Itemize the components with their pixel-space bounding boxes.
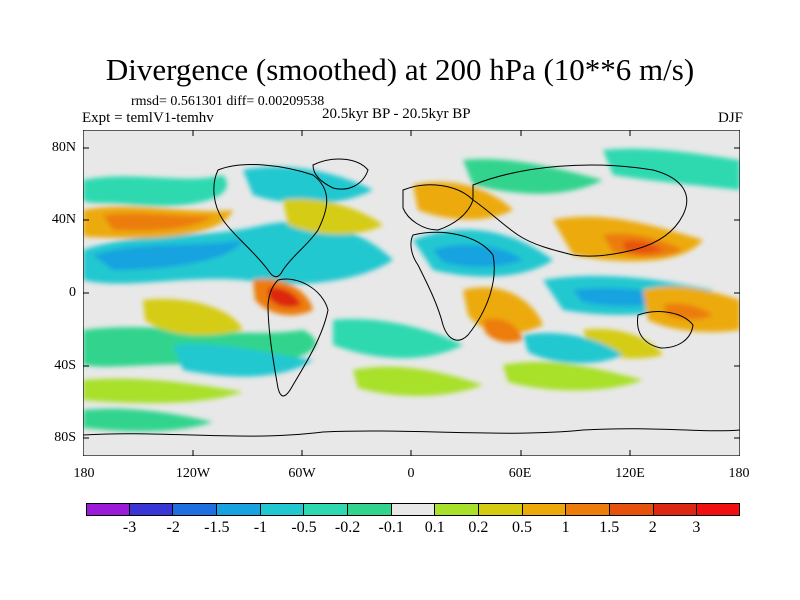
colorbar-label: 1.5 xyxy=(599,519,620,536)
lon-label: 120W xyxy=(175,466,211,481)
greenland-outline xyxy=(312,158,369,190)
colorbar-label: -0.5 xyxy=(291,519,317,536)
colorbar-box xyxy=(86,503,130,515)
lat-label: 40N xyxy=(51,212,76,227)
lon-label: 60E xyxy=(508,466,532,481)
colorbar xyxy=(86,503,741,515)
divergence-map xyxy=(83,130,740,456)
colorbar-box xyxy=(653,503,698,515)
plot-title: Divergence (smoothed) at 200 hPa (10**6 … xyxy=(105,52,695,87)
lat-label: 80S xyxy=(54,430,76,445)
colorbar-label: 1 xyxy=(561,519,570,536)
colorbar-box xyxy=(304,503,349,515)
colorbar-label: 0.5 xyxy=(512,519,532,536)
asia-outline xyxy=(472,164,688,257)
africa-outline xyxy=(410,231,495,341)
colorbar-label: -2 xyxy=(166,519,180,536)
lat-label: 0 xyxy=(69,285,76,300)
lon-label: 180 xyxy=(728,466,750,481)
colorbar-box xyxy=(217,503,261,515)
colorbar-box xyxy=(129,503,174,515)
colorbar-label: 0.2 xyxy=(468,519,489,536)
colorbar-label: -3 xyxy=(122,519,137,536)
colorbar-box xyxy=(391,503,436,515)
colorbar-label: -0.1 xyxy=(378,519,404,536)
lon-label: 180 xyxy=(73,466,95,481)
colorbar-label: 3 xyxy=(692,519,701,536)
australia-outline xyxy=(637,311,694,349)
colorbar-box xyxy=(260,503,305,515)
colorbar-box xyxy=(173,503,218,515)
colorbar-box xyxy=(566,503,611,515)
colorbar-label: -1 xyxy=(253,519,268,536)
colorbar-box xyxy=(348,503,392,515)
colorbar-label: 0.1 xyxy=(424,519,445,536)
europe-outline xyxy=(402,184,474,231)
colorbar-box xyxy=(697,503,741,515)
axis-ticks xyxy=(83,130,740,456)
experiment-label: Expt = temlV1-temhv xyxy=(82,110,214,126)
colorbar-box xyxy=(435,503,480,515)
lon-label: 0 xyxy=(407,466,415,481)
period-label: 20.5kyr BP - 20.5kyr BP xyxy=(322,106,471,122)
colorbar-label: -0.2 xyxy=(334,519,361,536)
stats-line: rmsd= 0.561301 diff= 0.00209538 xyxy=(131,94,325,109)
north-america-outline xyxy=(213,164,328,278)
south-america-outline xyxy=(267,278,329,397)
colorbar-box xyxy=(479,503,523,515)
lon-label: 60W xyxy=(288,466,316,481)
divergence-fields xyxy=(83,148,740,432)
lon-label: 120E xyxy=(615,466,645,481)
colorbar-box xyxy=(610,503,654,515)
lat-label: 40S xyxy=(54,358,76,373)
antarctica-outline xyxy=(83,428,740,437)
coastlines xyxy=(83,158,740,437)
colorbar-box xyxy=(522,503,567,515)
colorbar-label: 2 xyxy=(648,519,657,536)
lat-label: 80N xyxy=(51,140,76,155)
colorbar-label: -1.5 xyxy=(204,519,230,536)
season-label: DJF xyxy=(717,110,743,126)
